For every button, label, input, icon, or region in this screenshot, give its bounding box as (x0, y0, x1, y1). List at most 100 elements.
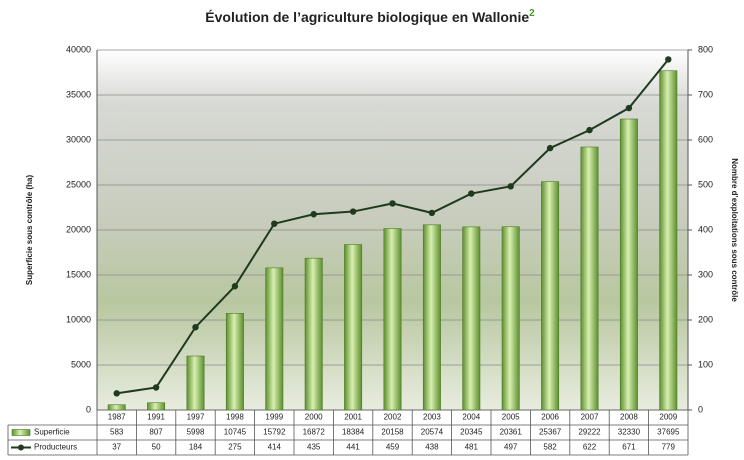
x-tick-label: 1998 (226, 413, 244, 422)
legend-label: Producteurs (34, 443, 77, 452)
x-tick-label: 2003 (423, 413, 441, 422)
line-marker (468, 190, 474, 196)
table-value: 441 (346, 443, 360, 452)
table-value: 622 (583, 443, 597, 452)
table-value: 20158 (381, 428, 404, 437)
y-tick-label: 5000 (71, 359, 91, 369)
table-value: 438 (425, 443, 439, 452)
legend-swatch (18, 445, 24, 451)
table-value: 37 (112, 443, 121, 452)
y-tick-label: 0 (86, 404, 91, 414)
legend-swatch (12, 430, 30, 436)
y-axis-label: Superficie sous contrôle (ha) (25, 175, 34, 286)
table-value: 37695 (657, 428, 680, 437)
y2-tick-label: 400 (698, 224, 713, 234)
table-value: 15792 (263, 428, 286, 437)
table-value: 435 (307, 443, 321, 452)
y-tick-label: 30000 (66, 134, 91, 144)
table-value: 275 (228, 443, 242, 452)
x-tick-label: 2004 (462, 413, 480, 422)
line-marker (508, 183, 514, 189)
y2-tick-label: 100 (698, 359, 713, 369)
line-marker (232, 283, 238, 289)
y2-tick-label: 800 (698, 44, 713, 54)
bar (541, 182, 558, 410)
line-marker (350, 208, 356, 214)
table-value: 414 (268, 443, 282, 452)
x-tick-label: 2005 (502, 413, 520, 422)
x-tick-label: 2009 (659, 413, 677, 422)
y-tick-label: 15000 (66, 269, 91, 279)
line-marker (192, 324, 198, 330)
bar (620, 119, 637, 410)
table-value: 18384 (342, 428, 365, 437)
bar (226, 313, 243, 410)
x-tick-label: 1987 (108, 413, 126, 422)
table-value: 807 (149, 428, 163, 437)
table-value: 671 (622, 443, 636, 452)
bar (384, 229, 401, 410)
x-tick-label: 2007 (581, 413, 599, 422)
y-tick-label: 25000 (66, 179, 91, 189)
chart-title: Évolution de l’agriculture biologique en… (205, 8, 535, 25)
bar (305, 258, 322, 410)
table-value: 184 (189, 443, 203, 452)
table-value: 5998 (187, 428, 205, 437)
table-value: 20574 (421, 428, 444, 437)
x-tick-label: 2001 (344, 413, 362, 422)
line-marker (665, 56, 671, 62)
y2-axis-label: Nombre d’exploitations sous contrôle (730, 158, 739, 302)
y-tick-label: 10000 (66, 314, 91, 324)
table-value: 779 (662, 443, 676, 452)
table-value: 459 (386, 443, 400, 452)
table-value: 20345 (460, 428, 483, 437)
x-tick-label: 1997 (187, 413, 205, 422)
line-marker (586, 127, 592, 133)
x-tick-label: 1991 (147, 413, 165, 422)
bar (463, 227, 480, 410)
bar (147, 403, 164, 410)
table-value: 481 (465, 443, 479, 452)
y-tick-label: 20000 (66, 224, 91, 234)
bar (266, 268, 283, 410)
table-value: 20361 (500, 428, 523, 437)
x-tick-label: 2006 (541, 413, 559, 422)
line-marker (271, 221, 277, 227)
line-marker (114, 390, 120, 396)
legend-label: Superficie (34, 428, 70, 437)
x-tick-label: 2002 (384, 413, 402, 422)
line-marker (547, 145, 553, 151)
y2-tick-label: 500 (698, 179, 713, 189)
y-tick-label: 35000 (66, 89, 91, 99)
line-marker (311, 211, 317, 217)
table-value: 29222 (578, 428, 601, 437)
table-value: 16872 (303, 428, 326, 437)
y2-tick-label: 0 (698, 404, 703, 414)
line-marker (389, 200, 395, 206)
table-value: 50 (152, 443, 161, 452)
table-value: 25367 (539, 428, 562, 437)
chart: Évolution de l’agriculture biologique en… (0, 0, 744, 460)
bar (344, 245, 361, 410)
line-marker (626, 105, 632, 111)
table-value: 497 (504, 443, 518, 452)
bar (502, 227, 519, 410)
bar (108, 405, 125, 410)
bar (423, 225, 440, 410)
x-tick-label: 2008 (620, 413, 638, 422)
line-marker (429, 210, 435, 216)
table-value: 10745 (224, 428, 247, 437)
bar (581, 147, 598, 410)
table-value: 582 (543, 443, 557, 452)
line-marker (153, 384, 159, 390)
bar (187, 356, 204, 410)
x-tick-label: 1999 (265, 413, 283, 422)
x-tick-label: 2000 (305, 413, 323, 422)
y2-tick-label: 200 (698, 314, 713, 324)
y2-tick-label: 700 (698, 89, 713, 99)
table-value: 32330 (618, 428, 641, 437)
table-value: 583 (110, 428, 124, 437)
y2-tick-label: 600 (698, 134, 713, 144)
y-tick-label: 40000 (66, 44, 91, 54)
bar (660, 71, 677, 410)
